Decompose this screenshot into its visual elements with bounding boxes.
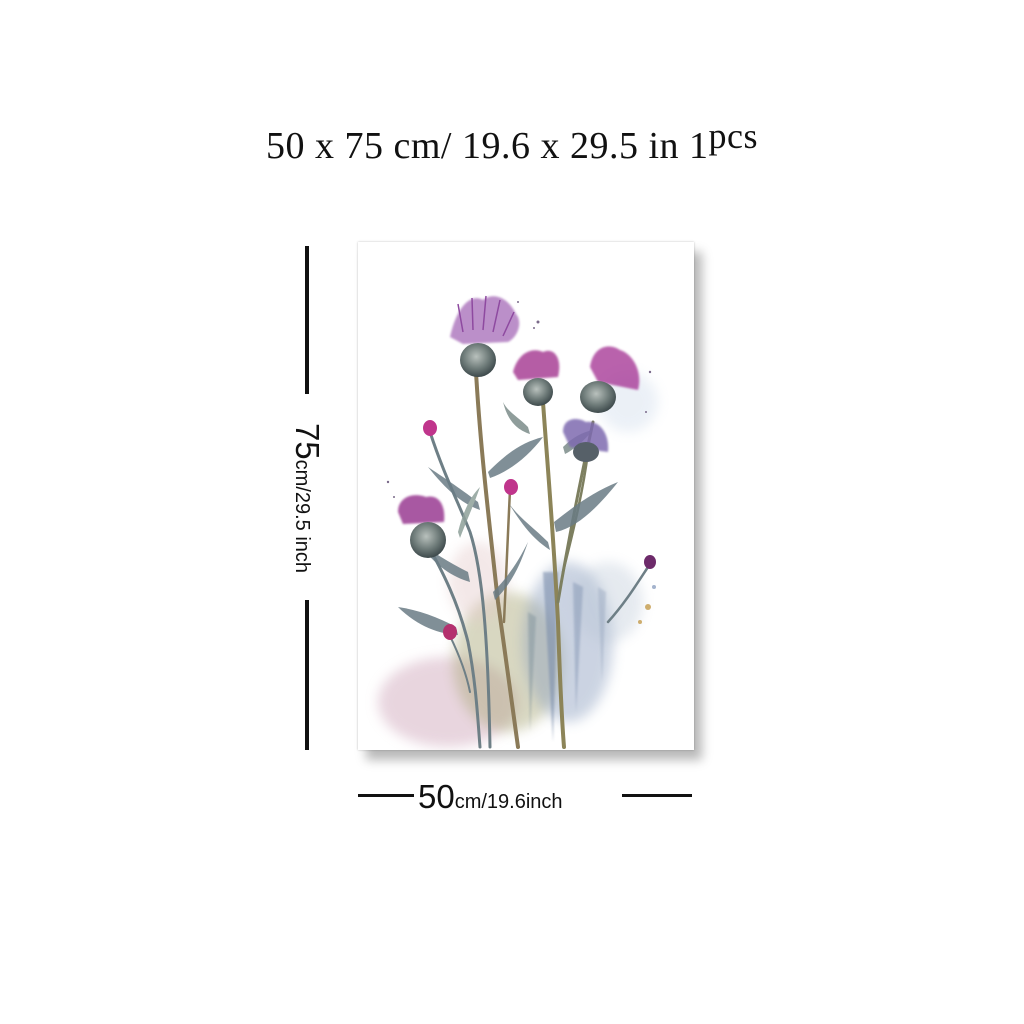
wash-layer (378, 372, 658, 747)
size-title-text: 50 x 75 cm/ 19.6 x 29.5 in (265, 125, 680, 167)
thistle-head-1 (450, 295, 520, 377)
canvas-print (358, 242, 694, 750)
height-line-top (305, 246, 309, 394)
height-line-bottom (305, 600, 309, 750)
width-line-right (622, 794, 692, 797)
height-unit: cm/29.5 inch (291, 459, 313, 574)
width-line-left (358, 794, 414, 797)
stem-layer (424, 370, 652, 749)
width-value: 50 (418, 778, 455, 815)
thistle-head-3 (580, 346, 640, 413)
thistle-head-5 (398, 495, 446, 558)
thistle-heads (386, 295, 656, 640)
thistle-painting (358, 242, 694, 750)
size-title: 50 x 75 cm/ 19.6 x 29.5 in 1pcs (0, 116, 1024, 168)
piece-count: 1 (689, 125, 709, 167)
height-label: 75cm/29.5 inch (288, 423, 326, 573)
thistle-buds (423, 420, 656, 640)
piece-unit: pcs (708, 116, 759, 156)
splatter (386, 301, 652, 498)
thistle-head-2 (513, 350, 560, 406)
height-value: 75 (289, 422, 326, 460)
width-label: 50cm/19.6inch (418, 778, 563, 816)
width-unit: cm/19.6inch (454, 791, 563, 813)
thistle-head-4 (563, 419, 609, 462)
